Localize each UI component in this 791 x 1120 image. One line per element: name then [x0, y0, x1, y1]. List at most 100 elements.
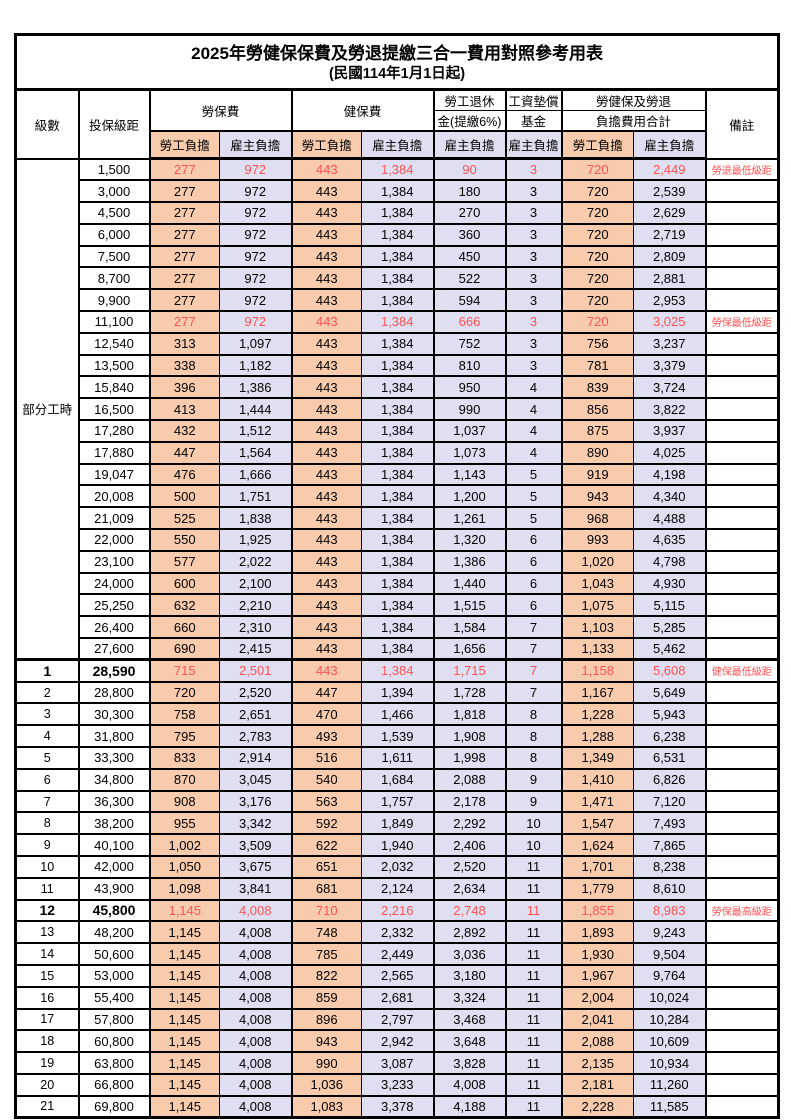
fee-cell: 4 — [504, 419, 562, 443]
fee-cell: 6,531 — [633, 746, 706, 770]
fee-cell: 4,008 — [219, 898, 292, 923]
fee-cell: 1,036 — [290, 1072, 362, 1097]
fee-cell: 4,635 — [633, 528, 706, 552]
fee-cell: 1,384 — [361, 637, 434, 661]
bracket-cell: 4,500 — [77, 201, 150, 225]
table-row: 17,880 447 1,564 443 1,384 1,073 4 890 4,025 — [16, 440, 780, 465]
fee-cell: 4 — [504, 440, 562, 465]
fee-cell: 1,384 — [361, 244, 434, 269]
fee-cell: 1,145 — [148, 942, 220, 966]
fee-cell: 1,167 — [560, 680, 634, 705]
fee-cell: 1,386 — [219, 375, 292, 400]
col-header-total-line2: 負擔費用合計 — [560, 110, 706, 132]
bracket-cell: 21,009 — [77, 506, 150, 531]
fee-cell: 432 — [148, 419, 220, 443]
bracket-cell: 11,100 — [77, 310, 150, 334]
fee-cell: 3,025 — [633, 310, 706, 334]
bracket-cell: 36,300 — [77, 789, 150, 814]
bracket-cell: 9,900 — [77, 288, 150, 313]
fee-cell: 1,394 — [361, 680, 434, 705]
fee-cell: 6 — [504, 571, 562, 596]
fee-cell: 1,261 — [432, 506, 506, 531]
fee-cell: 550 — [148, 528, 220, 552]
fee-cell: 1,145 — [148, 1051, 220, 1075]
fee-cell: 1,930 — [560, 942, 634, 966]
fee-cell: 11 — [504, 1094, 562, 1119]
bracket-cell: 63,800 — [77, 1051, 150, 1075]
level-cell: 11 — [15, 876, 79, 901]
bracket-cell: 42,000 — [77, 855, 150, 879]
fee-cell: 720 — [560, 244, 634, 269]
fee-cell: 443 — [290, 310, 362, 334]
fee-cell: 781 — [560, 353, 634, 378]
remark-cell — [704, 462, 780, 487]
fee-cell: 990 — [432, 397, 506, 422]
fee-cell: 1,073 — [432, 440, 506, 465]
fee-cell: 443 — [290, 440, 362, 465]
col-header-wage-fund-line2: 基金 — [504, 110, 562, 132]
fee-cell: 2,210 — [219, 593, 292, 618]
fee-cell: 666 — [432, 310, 506, 334]
fee-cell: 443 — [290, 157, 362, 182]
level-cell: 9 — [15, 833, 79, 857]
fee-cell: 8 — [504, 746, 562, 770]
table-row: 11 43,900 1,098 3,841 681 2,124 2,634 11 1,779 8,… — [15, 876, 780, 901]
fee-cell: 908 — [148, 789, 220, 814]
table-row: 9 40,100 1,002 3,509 622 1,940 2,406 10 1,624 7,8… — [15, 833, 780, 857]
remark-cell — [704, 244, 780, 269]
fee-cell: 2,088 — [560, 1029, 634, 1054]
fee-cell: 443 — [290, 462, 362, 487]
fee-cell: 3,045 — [219, 767, 292, 792]
table-row: 16 55,400 1,145 4,008 859 2,681 3,324 11 2,004 10… — [15, 985, 780, 1010]
fee-cell: 1,512 — [219, 419, 292, 443]
fee-cell: 3 — [504, 266, 562, 291]
fee-cell: 4,008 — [219, 1051, 292, 1075]
fee-cell: 1,515 — [432, 593, 506, 618]
fee-cell: 443 — [290, 266, 362, 291]
fee-cell: 1,349 — [560, 746, 634, 770]
fee-cell: 1,103 — [560, 615, 634, 640]
table-row: 21 69,800 1,145 4,008 1,083 3,378 4,188 11 2,228… — [15, 1094, 780, 1119]
table-row: 15 53,000 1,145 4,008 822 2,565 3,180 11 1,967 9,… — [15, 963, 780, 988]
bracket-cell: 7,500 — [77, 244, 150, 269]
fee-cell: 443 — [290, 222, 362, 247]
fee-cell: 1,083 — [290, 1094, 362, 1119]
bracket-cell: 26,400 — [77, 615, 150, 640]
fee-cell: 2,041 — [560, 1007, 634, 1032]
fee-cell: 972 — [219, 266, 292, 291]
fee-cell: 3,087 — [361, 1051, 434, 1075]
fee-cell: 7 — [504, 615, 562, 640]
bracket-cell: 13,500 — [77, 353, 150, 378]
subheader-health-employer: 雇主負擔 — [361, 130, 434, 160]
fee-cell: 522 — [432, 266, 506, 291]
fee-cell: 6 — [504, 549, 562, 574]
remark-cell — [704, 528, 780, 552]
fee-cell: 3 — [504, 157, 562, 182]
fee-cell: 5,115 — [633, 593, 706, 618]
fee-cell: 10 — [504, 833, 562, 857]
fee-cell: 11 — [504, 920, 562, 945]
fee-cell: 4,008 — [219, 1072, 292, 1097]
fee-cell: 516 — [290, 746, 362, 770]
subheader-labor-employee: 勞工負擔 — [148, 130, 220, 160]
fee-cell: 1,539 — [361, 724, 434, 749]
fee-cell: 1,855 — [560, 898, 634, 923]
remark-cell — [704, 637, 780, 661]
fee-cell: 3 — [504, 288, 562, 313]
bracket-cell: 23,100 — [77, 549, 150, 574]
fee-cell: 3,937 — [633, 419, 706, 443]
fee-cell: 10,609 — [633, 1029, 706, 1054]
fee-cell: 3,468 — [432, 1007, 506, 1032]
fee-cell: 4,930 — [633, 571, 706, 596]
fee-cell: 11 — [504, 1007, 562, 1032]
fee-cell: 2,520 — [219, 680, 292, 705]
fee-cell: 972 — [219, 288, 292, 313]
level-cell: 4 — [15, 724, 79, 749]
fee-cell: 11 — [504, 1051, 562, 1075]
bracket-cell: 33,300 — [77, 746, 150, 770]
fee-cell: 2,783 — [219, 724, 292, 749]
fee-cell: 443 — [290, 593, 362, 618]
fee-cell: 720 — [560, 266, 634, 291]
bracket-cell: 20,008 — [77, 484, 150, 509]
fee-cell: 3 — [504, 201, 562, 225]
